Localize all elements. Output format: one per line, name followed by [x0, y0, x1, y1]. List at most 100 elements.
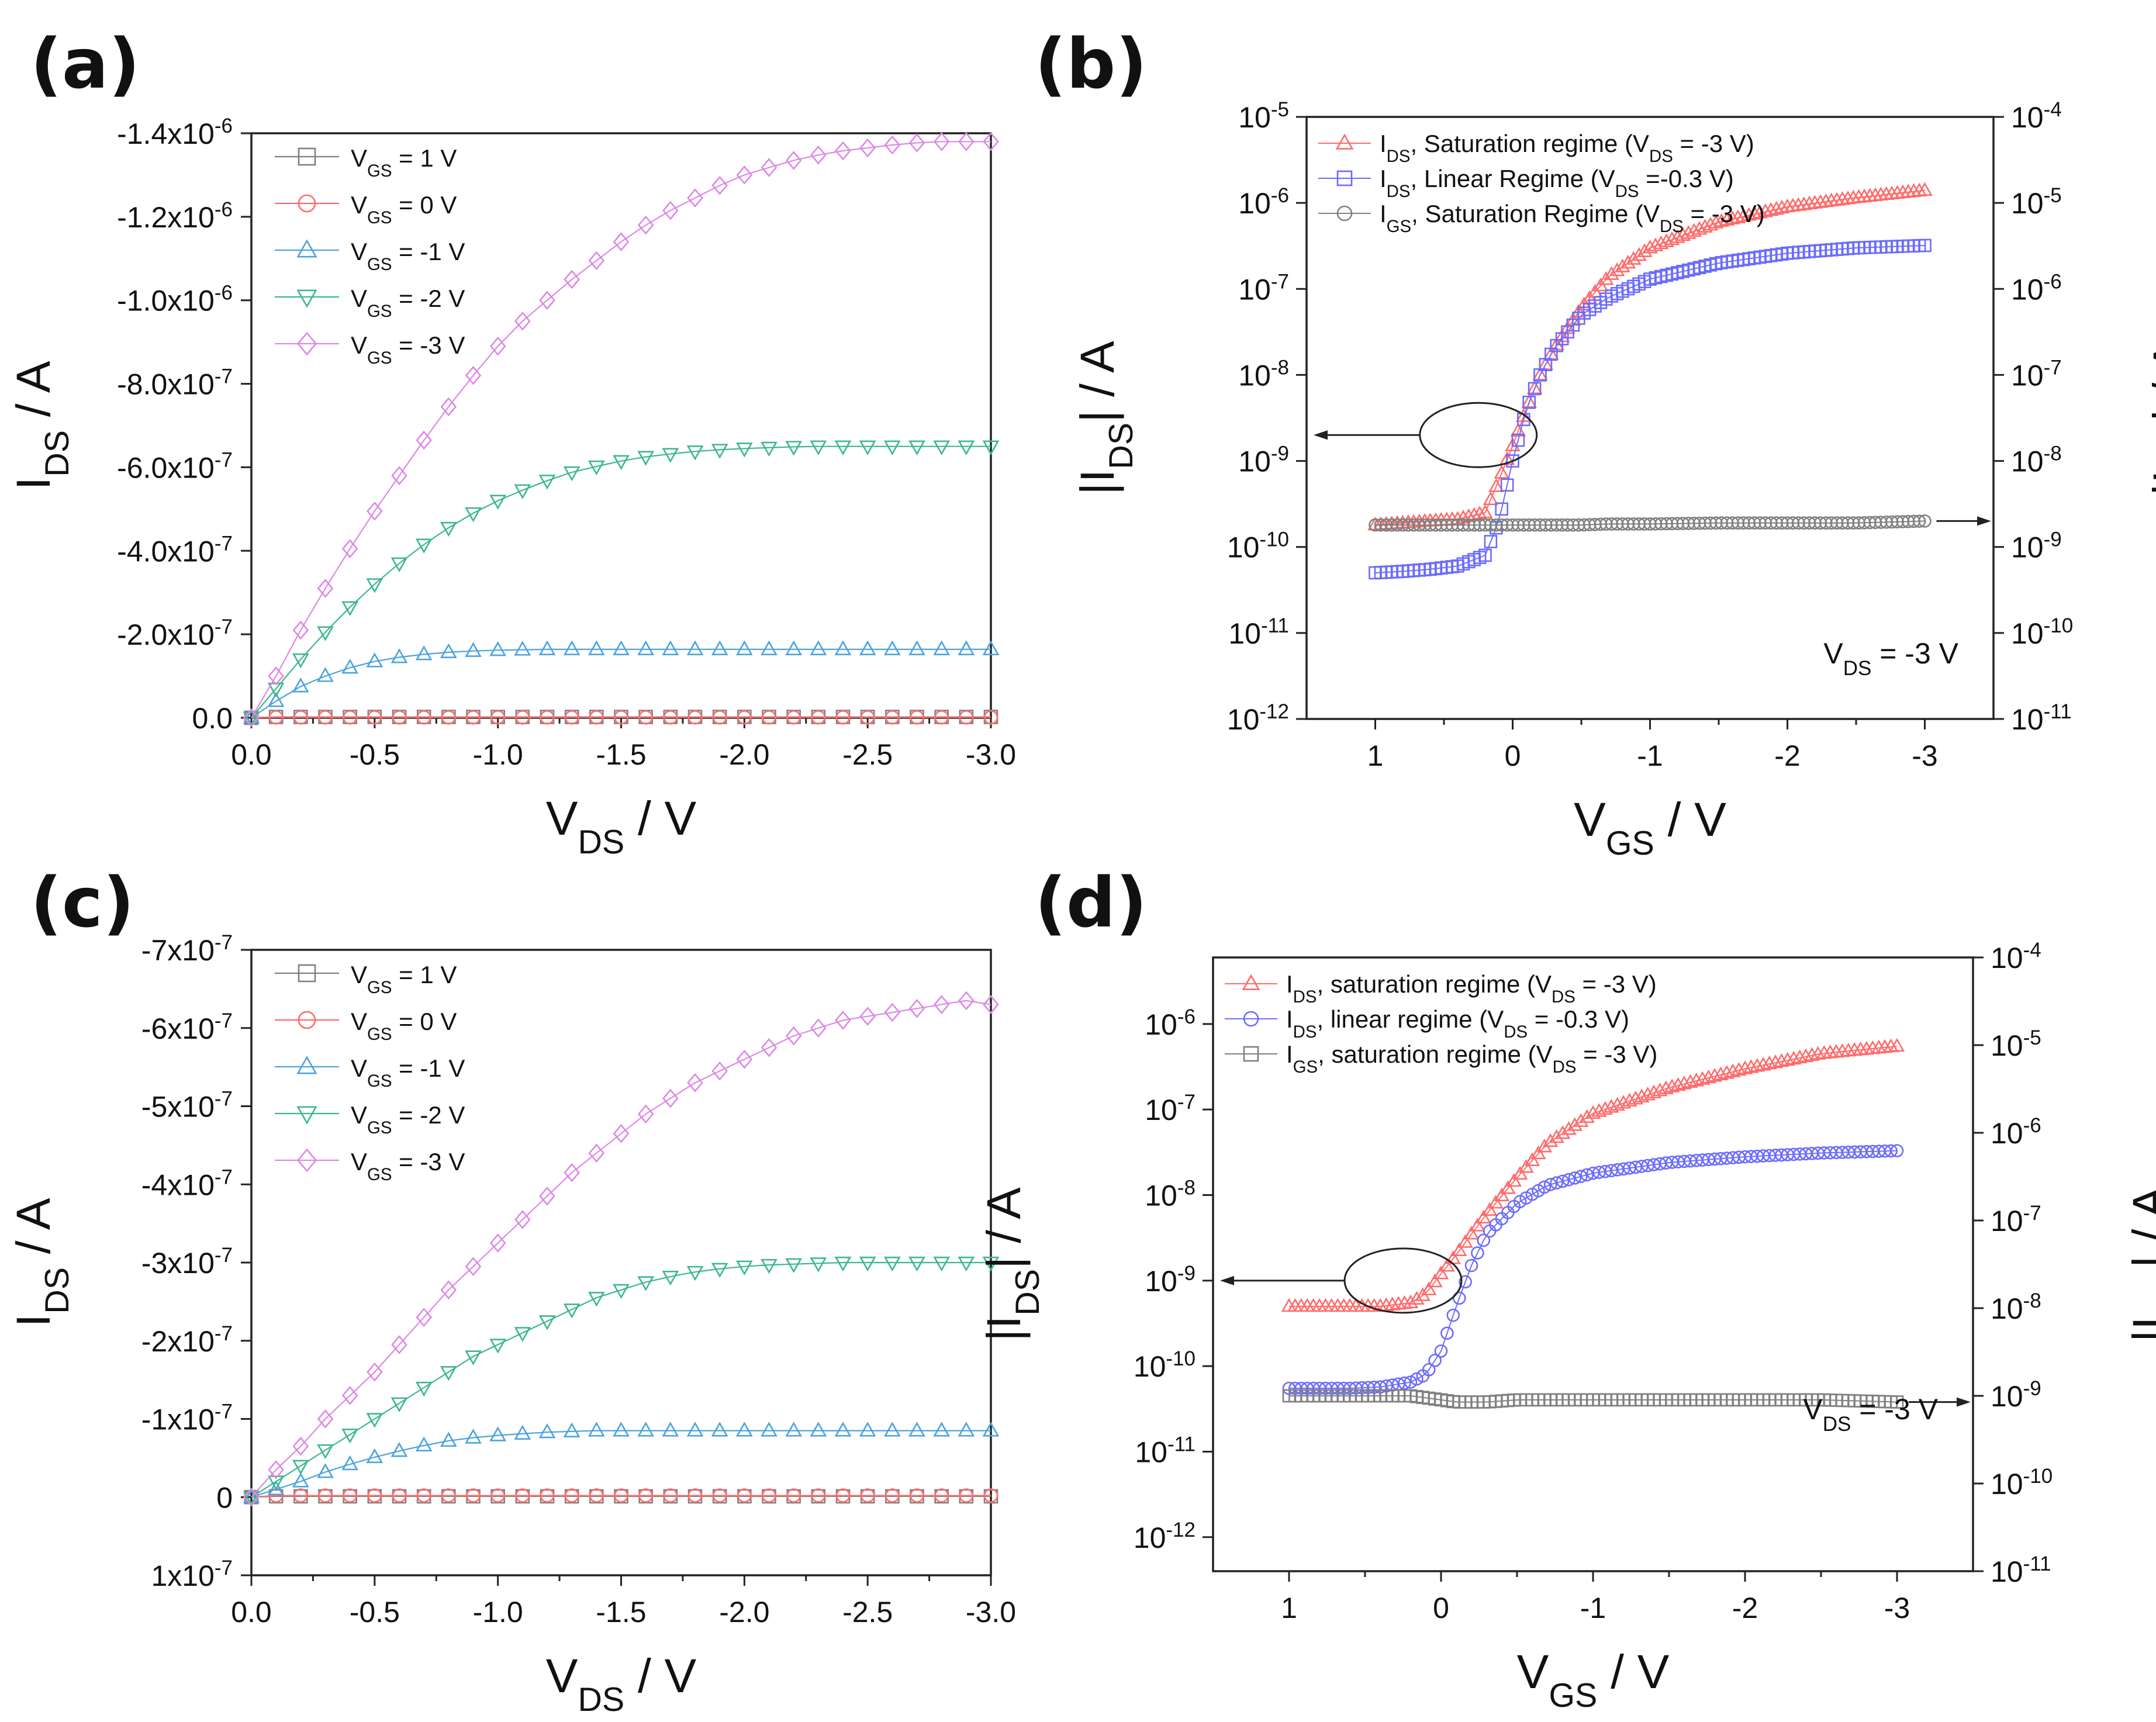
- series: [243, 132, 999, 728]
- data-point: [514, 312, 531, 331]
- data-point: [637, 640, 654, 655]
- legend: IDS, Saturation regime (VDS = -3 V)IDS, …: [1318, 130, 1765, 236]
- data-point: [1736, 208, 1751, 222]
- data-point: [1798, 1048, 1814, 1063]
- data-point: [711, 1263, 728, 1278]
- data-point: [1409, 1291, 1425, 1305]
- data-point: [736, 1422, 753, 1437]
- data-point: [1688, 1072, 1705, 1087]
- y2-tick-label: 10-9: [1991, 1377, 2041, 1413]
- data-point: [1628, 1091, 1644, 1105]
- panel-label: (b): [1035, 23, 1147, 104]
- data-point: [343, 1488, 357, 1503]
- y-tick-label: 10-12: [1227, 700, 1289, 736]
- data-point: [465, 365, 482, 385]
- data-point: [662, 1422, 679, 1437]
- data-point: [1422, 1363, 1436, 1377]
- data-point: [761, 1422, 778, 1437]
- data-point: [761, 640, 778, 655]
- data-point: [810, 1422, 827, 1437]
- y-tick-label: 10-11: [1135, 1433, 1196, 1469]
- data-point: [367, 1488, 382, 1503]
- data-point: [588, 1143, 605, 1163]
- data-point: [515, 710, 530, 725]
- series: [243, 1422, 1000, 1503]
- data-point: [1917, 182, 1933, 196]
- data-point: [1580, 1168, 1594, 1182]
- data-point: [440, 1280, 457, 1300]
- data-point: [564, 1488, 579, 1503]
- data-point: [761, 1258, 778, 1274]
- data-point: [1652, 1082, 1668, 1097]
- y-tick-label: -1.2x10-6: [117, 198, 233, 234]
- y-tick-label: 10-6: [1238, 184, 1289, 220]
- legend-marker: [296, 1056, 317, 1074]
- data-point: [391, 1397, 408, 1413]
- series: [243, 1256, 1000, 1506]
- data-point: [835, 710, 851, 725]
- y2-tick-label: 10-5: [1991, 1026, 2041, 1063]
- data-point: [933, 440, 950, 456]
- y2-tick-label: 10-6: [1991, 1114, 2041, 1150]
- y-tick-label: 10-5: [1238, 98, 1289, 134]
- x-axis-title: VGS / V: [1517, 1645, 1670, 1714]
- y-tick-label: -2x10-7: [141, 1322, 233, 1358]
- data-point: [391, 1442, 408, 1457]
- data-point: [1697, 219, 1713, 233]
- data-point: [613, 455, 630, 471]
- data-point: [1719, 1065, 1735, 1079]
- data-point: [1524, 1152, 1540, 1166]
- data-point: [341, 1455, 358, 1471]
- data-point: [514, 641, 531, 656]
- data-point: [540, 1488, 555, 1503]
- series-line: [251, 648, 991, 718]
- data-point: [982, 1256, 1000, 1272]
- data-point: [910, 710, 924, 725]
- data-point: [1561, 1121, 1577, 1135]
- data-point: [934, 1488, 949, 1503]
- data-point: [1511, 433, 1525, 447]
- data-point: [910, 1488, 924, 1503]
- data-point: [465, 1350, 482, 1365]
- data-point: [835, 141, 851, 161]
- data-point: [588, 640, 605, 655]
- data-point: [884, 1256, 901, 1272]
- legend-marker: [298, 147, 316, 166]
- vds-annotation: VDS = -3 V: [1803, 1393, 1938, 1436]
- data-point: [737, 710, 752, 725]
- y2-tick-label: 10-10: [2011, 614, 2073, 650]
- data-point: [908, 998, 925, 1018]
- y-axis-title: |IDS| / A: [977, 1187, 1046, 1341]
- data-point: [737, 1488, 752, 1503]
- data-point: [366, 1413, 383, 1428]
- data-point: [1427, 1273, 1443, 1288]
- data-point: [1659, 233, 1674, 247]
- y-tick-label: 0.0: [192, 702, 233, 735]
- data-point: [515, 1488, 530, 1503]
- series: [1282, 1389, 1904, 1409]
- data-point: [415, 1436, 433, 1452]
- data-point: [811, 710, 826, 725]
- data-point: [1410, 1372, 1423, 1386]
- data-point: [1505, 437, 1521, 451]
- data-point: [983, 1488, 998, 1503]
- data-point: [243, 1488, 260, 1503]
- data-point: [1579, 1109, 1595, 1123]
- data-point: [514, 1210, 531, 1229]
- data-point: [1543, 1178, 1557, 1191]
- series: [244, 1488, 998, 1505]
- data-point: [489, 1339, 506, 1354]
- data-point: [785, 1422, 802, 1437]
- arrow-head: [1977, 516, 1991, 526]
- data-point: [465, 1429, 482, 1444]
- legend-entry: IDS, linear regime (VDS = -0.3 V): [1286, 1005, 1629, 1042]
- data-point: [1494, 465, 1509, 479]
- data-point: [1433, 1265, 1449, 1280]
- y-tick-label: 10-10: [1134, 1347, 1196, 1384]
- data-point: [1774, 1053, 1789, 1067]
- data-point: [1464, 1258, 1478, 1273]
- data-point: [1568, 1171, 1582, 1185]
- data-point: [293, 1488, 308, 1503]
- y2-tick-label: 10-4: [2011, 98, 2062, 134]
